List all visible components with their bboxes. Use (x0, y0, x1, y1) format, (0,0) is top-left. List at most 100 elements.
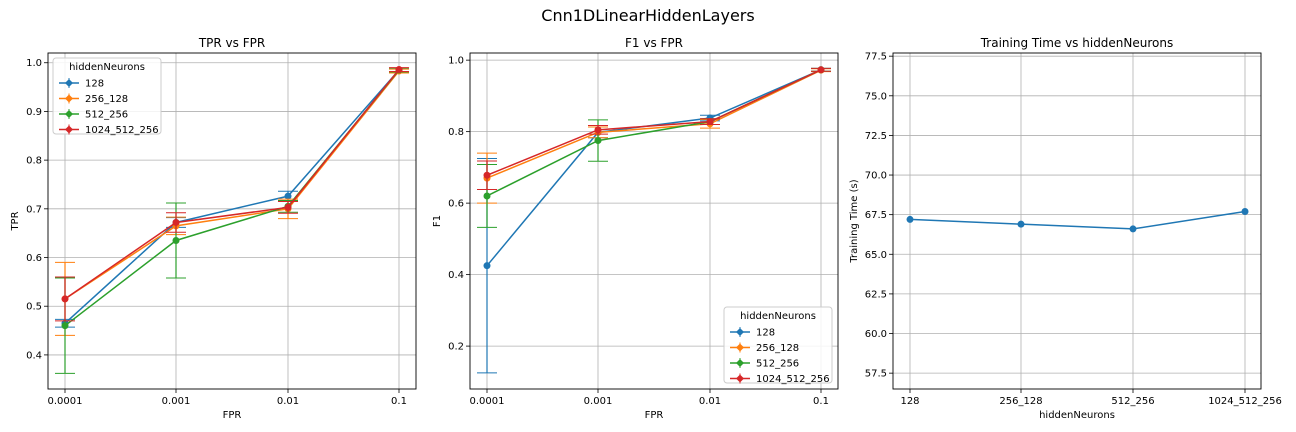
legend-entry-label: 512_256 (756, 359, 799, 370)
legend: hiddenNeurons 128 256_128 512_256 1024_512_2… (52, 57, 162, 136)
legend-entry-label: 1024_512_256 (85, 125, 159, 136)
x-tick-label: 128 (900, 396, 919, 407)
y-tick-label: 0.2 (448, 342, 464, 353)
x-tick-label: 1024_512_256 (1208, 396, 1282, 407)
y-tick-label: 1.0 (448, 56, 464, 67)
chart-panel-3: 128 256_128 512_256 1024_512_256 57.5 60.0 62.… (849, 36, 1282, 421)
legend: hiddenNeurons 128 256_128 512_256 1024_512_2… (723, 306, 833, 385)
data-point (906, 215, 914, 223)
legend-swatch-marker (65, 125, 73, 134)
figure-title: Cnn1DLinearHiddenLayers (541, 6, 754, 25)
y-tick-label: 0.9 (26, 107, 42, 118)
legend-title: hiddenNeurons (740, 311, 816, 322)
x-axis-label: FPR (645, 410, 664, 421)
data-point (817, 66, 825, 74)
x-tick-label: 0.001 (584, 396, 613, 407)
series-line (909, 210, 1246, 230)
x-axis-label: FPR (223, 410, 242, 421)
x-tick-label: 256_128 (999, 396, 1042, 407)
series-line (486, 69, 822, 176)
chart-title: Training Time vs hiddenNeurons (980, 36, 1174, 50)
x-tick-label: 512_256 (1111, 396, 1154, 407)
chart-panel-1: 0.0001 0.001 0.01 0.1 0.4 0.5 0.6 0.7 0.8 0.9 1.0 F… (10, 36, 417, 421)
x-tick-label: 0.1 (391, 396, 407, 407)
plot-area-frame (47, 52, 417, 390)
y-tick-label: 65.0 (865, 250, 887, 261)
data-point (594, 137, 602, 145)
legend-entry-label: 256_128 (756, 343, 799, 354)
x-tick-label: 0.01 (277, 396, 299, 407)
data-point (172, 236, 180, 244)
series-line (64, 69, 400, 324)
data-point (61, 295, 69, 303)
y-tick-label: 1.0 (26, 58, 42, 69)
x-tick-label: 0.0001 (48, 396, 83, 407)
legend-swatch-marker (736, 328, 744, 336)
series-line (486, 69, 822, 179)
y-tick-label: 0.8 (448, 127, 464, 138)
data-point (284, 203, 292, 211)
y-tick-label: 67.5 (865, 210, 887, 221)
series-1024_512_256 (477, 66, 831, 191)
y-tick-label: 0.7 (26, 204, 42, 215)
legend-box (723, 306, 833, 384)
x-tick-label: 0.01 (699, 396, 721, 407)
series-256_128 (477, 66, 831, 204)
y-tick-label: 0.6 (26, 253, 42, 264)
plot-area-frame (892, 52, 1262, 390)
chart-title: TPR vs FPR (198, 36, 265, 50)
data-point (395, 66, 403, 74)
legend-entry-label: 128 (756, 328, 775, 339)
legend-swatch-marker (736, 343, 744, 352)
legend-swatch-marker (65, 110, 73, 118)
y-tick-label: 57.5 (865, 369, 887, 380)
y-axis-label: Training Time (s) (849, 179, 860, 263)
x-tick-label: 0.001 (162, 396, 191, 407)
data-point (172, 218, 180, 226)
y-tick-label: 77.5 (865, 52, 887, 63)
y-tick-label: 70.0 (865, 171, 887, 182)
x-axis-label: hiddenNeurons (1039, 410, 1115, 421)
legend-entry-label: 1024_512_256 (756, 374, 830, 385)
data-point (706, 118, 714, 126)
data-point (483, 192, 491, 200)
y-tick-label: 75.0 (865, 91, 887, 102)
y-tick-label: 0.4 (26, 350, 42, 361)
series-line (486, 69, 822, 267)
data-point (61, 322, 69, 330)
legend-box (52, 57, 162, 135)
x-tick-label: 0.0001 (470, 396, 505, 407)
legend-entry-label: 256_128 (85, 94, 128, 105)
legend-entry-label: 512_256 (85, 110, 128, 121)
data-point (1129, 225, 1137, 233)
legend-swatch-marker (736, 374, 744, 383)
data-point (1017, 220, 1025, 228)
legend-swatch-marker (65, 94, 73, 103)
x-tick-label: 0.1 (813, 396, 829, 407)
data-point (483, 171, 491, 179)
plot-area-frame (469, 52, 839, 390)
y-axis-label: F1 (432, 215, 443, 227)
y-tick-label: 0.5 (26, 302, 42, 313)
legend-swatch-marker (736, 359, 744, 367)
y-tick-label: 62.5 (865, 289, 887, 300)
data-point (594, 126, 602, 134)
chart-panel-2: 0.0001 0.001 0.01 0.1 0.2 0.4 0.6 0.8 1.0 FPR F1 F1… (432, 36, 839, 421)
y-tick-label: 0.4 (448, 270, 464, 281)
series-line (486, 69, 822, 197)
series-1024_512_256 (55, 66, 409, 322)
y-axis-label: TPR (10, 211, 21, 231)
series-training-time (906, 207, 1249, 233)
y-tick-label: 72.5 (865, 131, 887, 142)
series-line (64, 69, 400, 300)
legend-entry-label: 128 (85, 79, 104, 90)
y-tick-label: 0.6 (448, 199, 464, 210)
chart-title: F1 vs FPR (625, 36, 683, 50)
data-point (284, 192, 292, 200)
series-line (64, 70, 400, 300)
data-point (1241, 207, 1249, 215)
legend-title: hiddenNeurons (69, 62, 145, 73)
legend-swatch-marker (65, 79, 73, 87)
y-tick-label: 0.8 (26, 156, 42, 167)
